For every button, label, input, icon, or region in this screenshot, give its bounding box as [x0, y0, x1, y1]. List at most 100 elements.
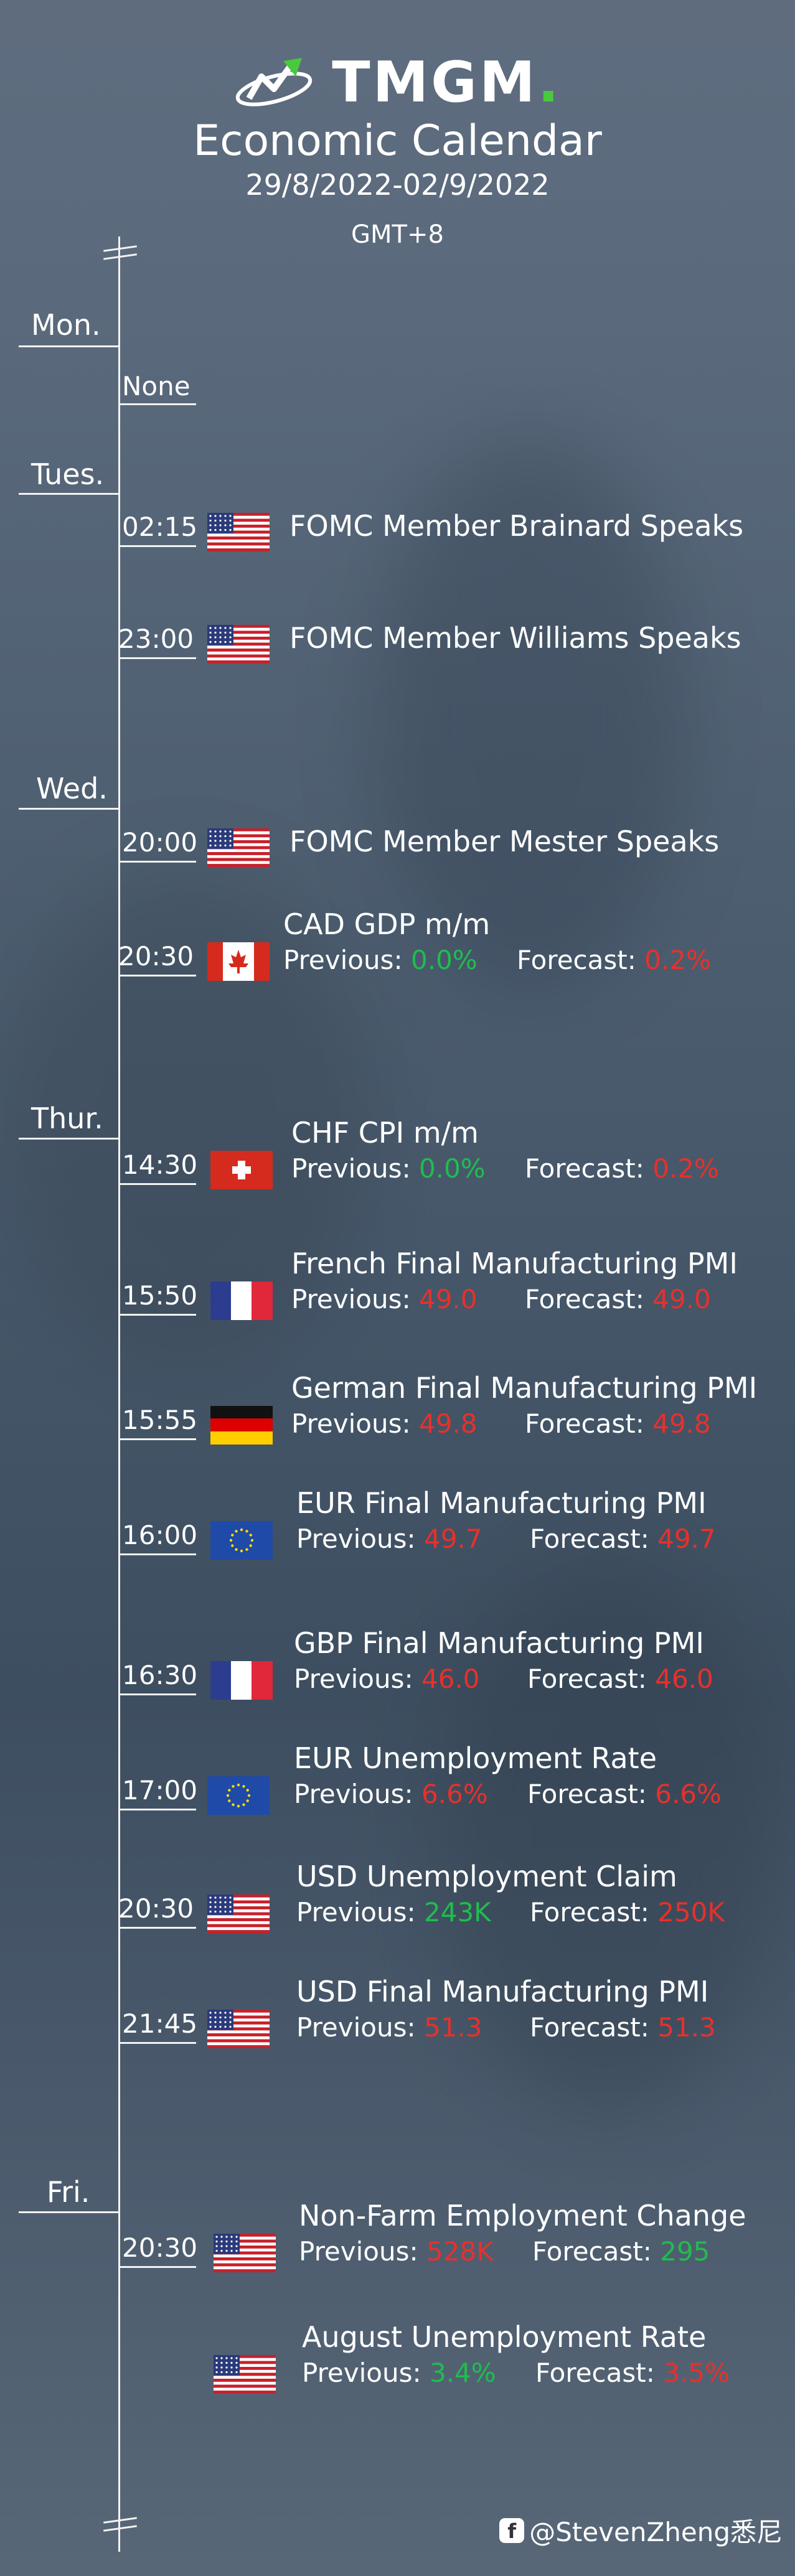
previous-value: 3.4% [430, 2358, 496, 2388]
event-values: Previous: 528K Forecast: 295 [299, 2236, 710, 2267]
time-underline [118, 861, 196, 863]
event-time: 02:15 [122, 512, 198, 542]
forecast-value: 0.2% [652, 1153, 719, 1184]
forecast-label: Forecast: [525, 1284, 653, 1314]
time-underline [118, 1183, 196, 1185]
time-underline [118, 2042, 196, 2044]
previous-label: Previous: [291, 1284, 419, 1314]
day-underline [19, 345, 118, 347]
forecast-value: 46.0 [655, 1664, 713, 1694]
time-underline [118, 545, 196, 547]
previous-value: 0.0% [411, 945, 477, 975]
previous-value: 528K [426, 2236, 494, 2267]
forecast-label: Forecast: [517, 945, 645, 975]
us-flag-icon [214, 2234, 276, 2272]
previous-value: 49.8 [419, 1408, 477, 1439]
day-underline [19, 2211, 118, 2213]
time-underline [118, 403, 196, 405]
event-values: Previous: 49.7 Forecast: 49.7 [296, 1524, 716, 1554]
previous-label: Previous: [299, 2236, 426, 2267]
event-time: 21:45 [122, 2008, 198, 2039]
previous-label: Previous: [283, 945, 411, 975]
forecast-label: Forecast: [535, 2358, 664, 2388]
background-blur [374, 436, 685, 996]
event-title: August Unemployment Rate [302, 2320, 707, 2354]
tmgm-logo-icon [236, 57, 313, 106]
event-time: 16:00 [122, 1520, 198, 1550]
forecast-value: 49.8 [652, 1408, 711, 1439]
event-time: 20:30 [122, 2232, 198, 2263]
time-underline [118, 1553, 196, 1555]
event-title: EUR Final Manufacturing PMI [296, 1486, 707, 1520]
forecast-label: Forecast: [525, 1408, 653, 1439]
event-time: 23:00 [118, 624, 194, 654]
event-title: GBP Final Manufacturing PMI [294, 1626, 704, 1660]
facebook-icon: f [499, 2517, 525, 2543]
event-title: CAD GDP m/m [283, 907, 491, 941]
date-range: 29/8/2022-02/9/2022 [245, 168, 550, 202]
previous-value: 243K [424, 1897, 491, 1927]
us-flag-icon [207, 625, 270, 663]
us-flag-icon [214, 2355, 276, 2394]
forecast-label: Forecast: [530, 1524, 658, 1554]
day-label-tue: Tues. [31, 457, 105, 491]
us-flag-icon [207, 2010, 270, 2048]
previous-value: 49.7 [424, 1524, 482, 1554]
event-time: 15:55 [122, 1405, 198, 1435]
canada-flag-icon [207, 942, 270, 981]
brand-dot: . [537, 50, 562, 115]
day-underline [19, 808, 118, 810]
us-flag-icon [207, 1895, 270, 1933]
event-title: German Final Manufacturing PMI [291, 1371, 758, 1405]
event-time: 17:00 [122, 1775, 198, 1806]
event-values: Previous: 243K Forecast: 250K [296, 1897, 725, 1927]
france-flag-icon [210, 1661, 273, 1700]
event-time: 15:50 [122, 1280, 198, 1311]
previous-value: 51.3 [424, 2012, 482, 2043]
day-underline [19, 493, 118, 495]
event-time: 14:30 [122, 1150, 198, 1180]
time-underline [118, 975, 196, 977]
axis-break-top [103, 245, 137, 260]
switzerland-flag-icon [210, 1151, 273, 1189]
event-values: Previous: 49.0 Forecast: 49.0 [291, 1284, 711, 1314]
mon-none-label: None [122, 371, 191, 401]
event-values: Previous: 51.3 Forecast: 51.3 [296, 2012, 716, 2043]
forecast-label: Forecast: [530, 1897, 658, 1927]
event-title: FOMC Member Mester Speaks [289, 825, 720, 858]
event-title: Non-Farm Employment Change [299, 2199, 746, 2232]
day-underline [19, 1138, 118, 1140]
background-blur [436, 1556, 778, 2116]
us-flag-icon [207, 513, 270, 551]
previous-label: Previous: [302, 2358, 430, 2388]
forecast-value: 295 [660, 2236, 710, 2267]
eu-flag-icon [207, 1776, 270, 1815]
tmgm-logo: TMGM. [0, 50, 795, 115]
forecast-label: Forecast: [527, 1779, 656, 1809]
day-label-thu: Thur. [31, 1102, 103, 1135]
forecast-value: 6.6% [655, 1779, 722, 1809]
event-values: Previous: 0.0% Forecast: 0.2% [283, 945, 711, 975]
previous-label: Previous: [296, 2012, 424, 2043]
previous-label: Previous: [291, 1408, 419, 1439]
previous-label: Previous: [296, 1524, 424, 1554]
previous-label: Previous: [291, 1153, 419, 1184]
forecast-label: Forecast: [532, 2236, 661, 2267]
event-time: 20:30 [118, 941, 194, 972]
event-title: EUR Unemployment Rate [294, 1741, 657, 1775]
eu-flag-icon [210, 1521, 273, 1560]
forecast-label: Forecast: [525, 1153, 653, 1184]
time-underline [118, 1314, 196, 1316]
time-underline [118, 1927, 196, 1929]
watermark: f @StevenZheng悉尼 [499, 2511, 783, 2549]
day-label-fri: Fri. [47, 2175, 90, 2209]
page-title: Economic Calendar [193, 116, 602, 166]
timezone: GMT+8 [351, 220, 444, 249]
event-title: FOMC Member Brainard Speaks [289, 509, 744, 543]
forecast-value: 51.3 [657, 2012, 716, 2043]
previous-label: Previous: [294, 1779, 421, 1809]
day-label-wed: Wed. [36, 772, 108, 805]
brand-name: TMGM [332, 50, 538, 115]
event-time: 16:30 [122, 1660, 198, 1690]
previous-value: 49.0 [419, 1284, 477, 1314]
